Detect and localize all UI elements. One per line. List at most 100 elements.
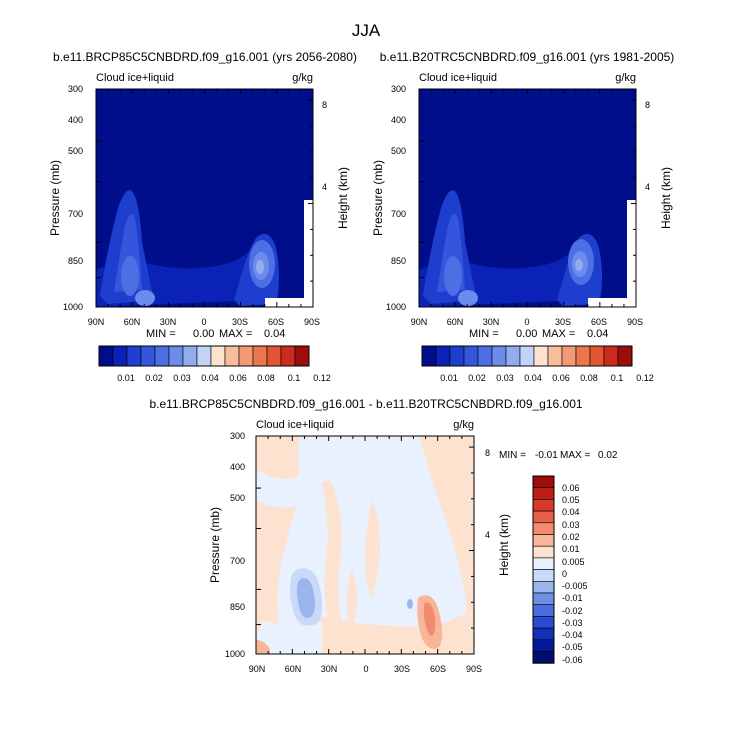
- x-tick-label: 90S: [627, 317, 643, 327]
- x-tick-label: 30N: [483, 317, 500, 327]
- contour-tropical-core: [444, 256, 462, 296]
- colorbar: [532, 475, 555, 664]
- max-label: MAX =: [219, 328, 252, 340]
- units-label: g/kg: [453, 419, 474, 431]
- colorbar-swatch: [532, 627, 555, 641]
- max-value: 0.02: [598, 450, 618, 461]
- x-ticks: [95, 89, 314, 307]
- max-value: 0.04: [587, 328, 608, 340]
- colorbar-label: -0.04: [562, 630, 583, 640]
- contour-field: [256, 436, 474, 654]
- colorbar-label: 0.1: [288, 373, 301, 383]
- y2-tick-label: 8: [645, 100, 650, 110]
- colorbar-label: 0.05: [562, 495, 580, 505]
- contour-negative-bl: [256, 620, 322, 654]
- colorbar-swatch: [532, 487, 555, 500]
- colorbar-swatch: [112, 345, 128, 367]
- contour-tropical-core: [121, 256, 139, 296]
- panel-difference: b.e11.BRCP85C5CNBDRD.f09_g16.001 - b.e11…: [149, 397, 617, 674]
- panel-future: b.e11.BRCP85C5CNBDRD.f09_g16.001 (yrs 20…: [48, 50, 357, 383]
- colorbar-swatch: [617, 345, 633, 367]
- y-tick-label: 700: [68, 209, 83, 219]
- colorbar-swatch: [532, 651, 555, 664]
- colorbar-swatch: [547, 345, 563, 367]
- contour-midlat-core: [575, 259, 583, 271]
- colorbar-label: 0.04: [201, 373, 219, 383]
- x-tick-label: 30N: [321, 664, 338, 674]
- colorbar-swatch: [532, 534, 555, 547]
- y2-axis-label: Height (km): [659, 167, 673, 229]
- y-axis-label: Pressure (mb): [208, 507, 222, 583]
- colorbar-swatch: [98, 345, 114, 367]
- colorbar-label: 0.12: [636, 373, 654, 383]
- y-tick-label: 700: [391, 209, 406, 219]
- terrain-mask: [588, 200, 636, 307]
- units-label: g/kg: [615, 72, 636, 84]
- colorbar-swatch: [477, 345, 493, 367]
- y-tick-label: 1000: [386, 302, 406, 312]
- colorbar-label: 0.02: [562, 532, 580, 542]
- x-tick-label: 90N: [411, 317, 428, 327]
- y2-tick-label: 4: [322, 182, 327, 192]
- y2-ticks: [469, 446, 474, 629]
- colorbar-swatch: [294, 345, 310, 367]
- contour-negative-highlat: [256, 470, 300, 508]
- contour-positive-tropics-2: [346, 570, 357, 625]
- colorbar-swatch: [196, 345, 212, 367]
- x-tick-label: 60N: [285, 664, 302, 674]
- contour-surface-max-left: [458, 290, 478, 306]
- colorbar-label: 0.02: [145, 373, 163, 383]
- colorbar-label: -0.01: [562, 593, 583, 603]
- colorbar-label: 0.12: [313, 373, 331, 383]
- y2-axis-label: Height (km): [336, 167, 350, 229]
- min-label: MIN =: [499, 450, 526, 461]
- x-tick-label: 60S: [430, 664, 446, 674]
- x-tick-label: 30S: [555, 317, 571, 327]
- y-tick-label: 1000: [63, 302, 83, 312]
- y-tick-label: 1000: [225, 649, 245, 659]
- colorbar-label: -0.02: [562, 606, 583, 616]
- contour-positive-tropics: [365, 500, 380, 600]
- colorbar-swatch: [532, 616, 555, 629]
- panel-title: b.e11.BRCP85C5CNBDRD.f09_g16.001 (yrs 20…: [53, 50, 357, 64]
- min-label: MIN =: [469, 328, 499, 340]
- colorbar-label: 0.005: [562, 557, 585, 567]
- y-tick-label: 300: [230, 431, 245, 441]
- contour-field: [419, 89, 636, 307]
- colorbar-swatch: [435, 345, 451, 367]
- colorbar: [421, 345, 633, 367]
- colorbar-swatch: [532, 557, 555, 570]
- colorbar-swatch: [561, 345, 577, 367]
- y-ticks: [419, 88, 424, 308]
- colorbar-label: 0.06: [562, 483, 580, 493]
- x-tick-label: 60S: [591, 317, 607, 327]
- colorbar-swatch: [532, 592, 555, 605]
- y-ticks: [256, 435, 261, 655]
- panel-historical: b.e11.B20TRC5CNBDRD.f09_g16.001 (yrs 198…: [371, 50, 674, 383]
- colorbar-label: 0.06: [552, 373, 570, 383]
- x-tick-label: 30N: [160, 317, 177, 327]
- colorbar-swatch: [280, 345, 296, 367]
- colorbar-swatch: [421, 345, 437, 367]
- colorbar-swatch: [589, 345, 605, 367]
- y-tick-label: 700: [230, 556, 245, 566]
- colorbar-swatch: [463, 345, 479, 367]
- page-title: JJA: [352, 21, 381, 40]
- colorbar-swatch: [491, 345, 507, 367]
- colorbar-swatch: [266, 345, 282, 367]
- y2-tick-label: 4: [645, 182, 650, 192]
- contour-midlat-core: [256, 260, 264, 274]
- colorbar-swatch: [519, 345, 535, 367]
- x-tick-label: 60N: [124, 317, 141, 327]
- y-tick-label: 500: [68, 146, 83, 156]
- y-tick-label: 300: [391, 84, 406, 94]
- max-label: MAX =: [542, 328, 575, 340]
- panel-title: b.e11.BRCP85C5CNBDRD.f09_g16.001 - b.e11…: [149, 397, 582, 411]
- colorbar-label: 0.08: [257, 373, 275, 383]
- colorbar-label: 0.08: [580, 373, 598, 383]
- colorbar-label: 0.04: [562, 507, 580, 517]
- y-tick-label: 300: [68, 84, 83, 94]
- x-tick-label: 90N: [249, 664, 266, 674]
- x-tick-label: 90N: [88, 317, 105, 327]
